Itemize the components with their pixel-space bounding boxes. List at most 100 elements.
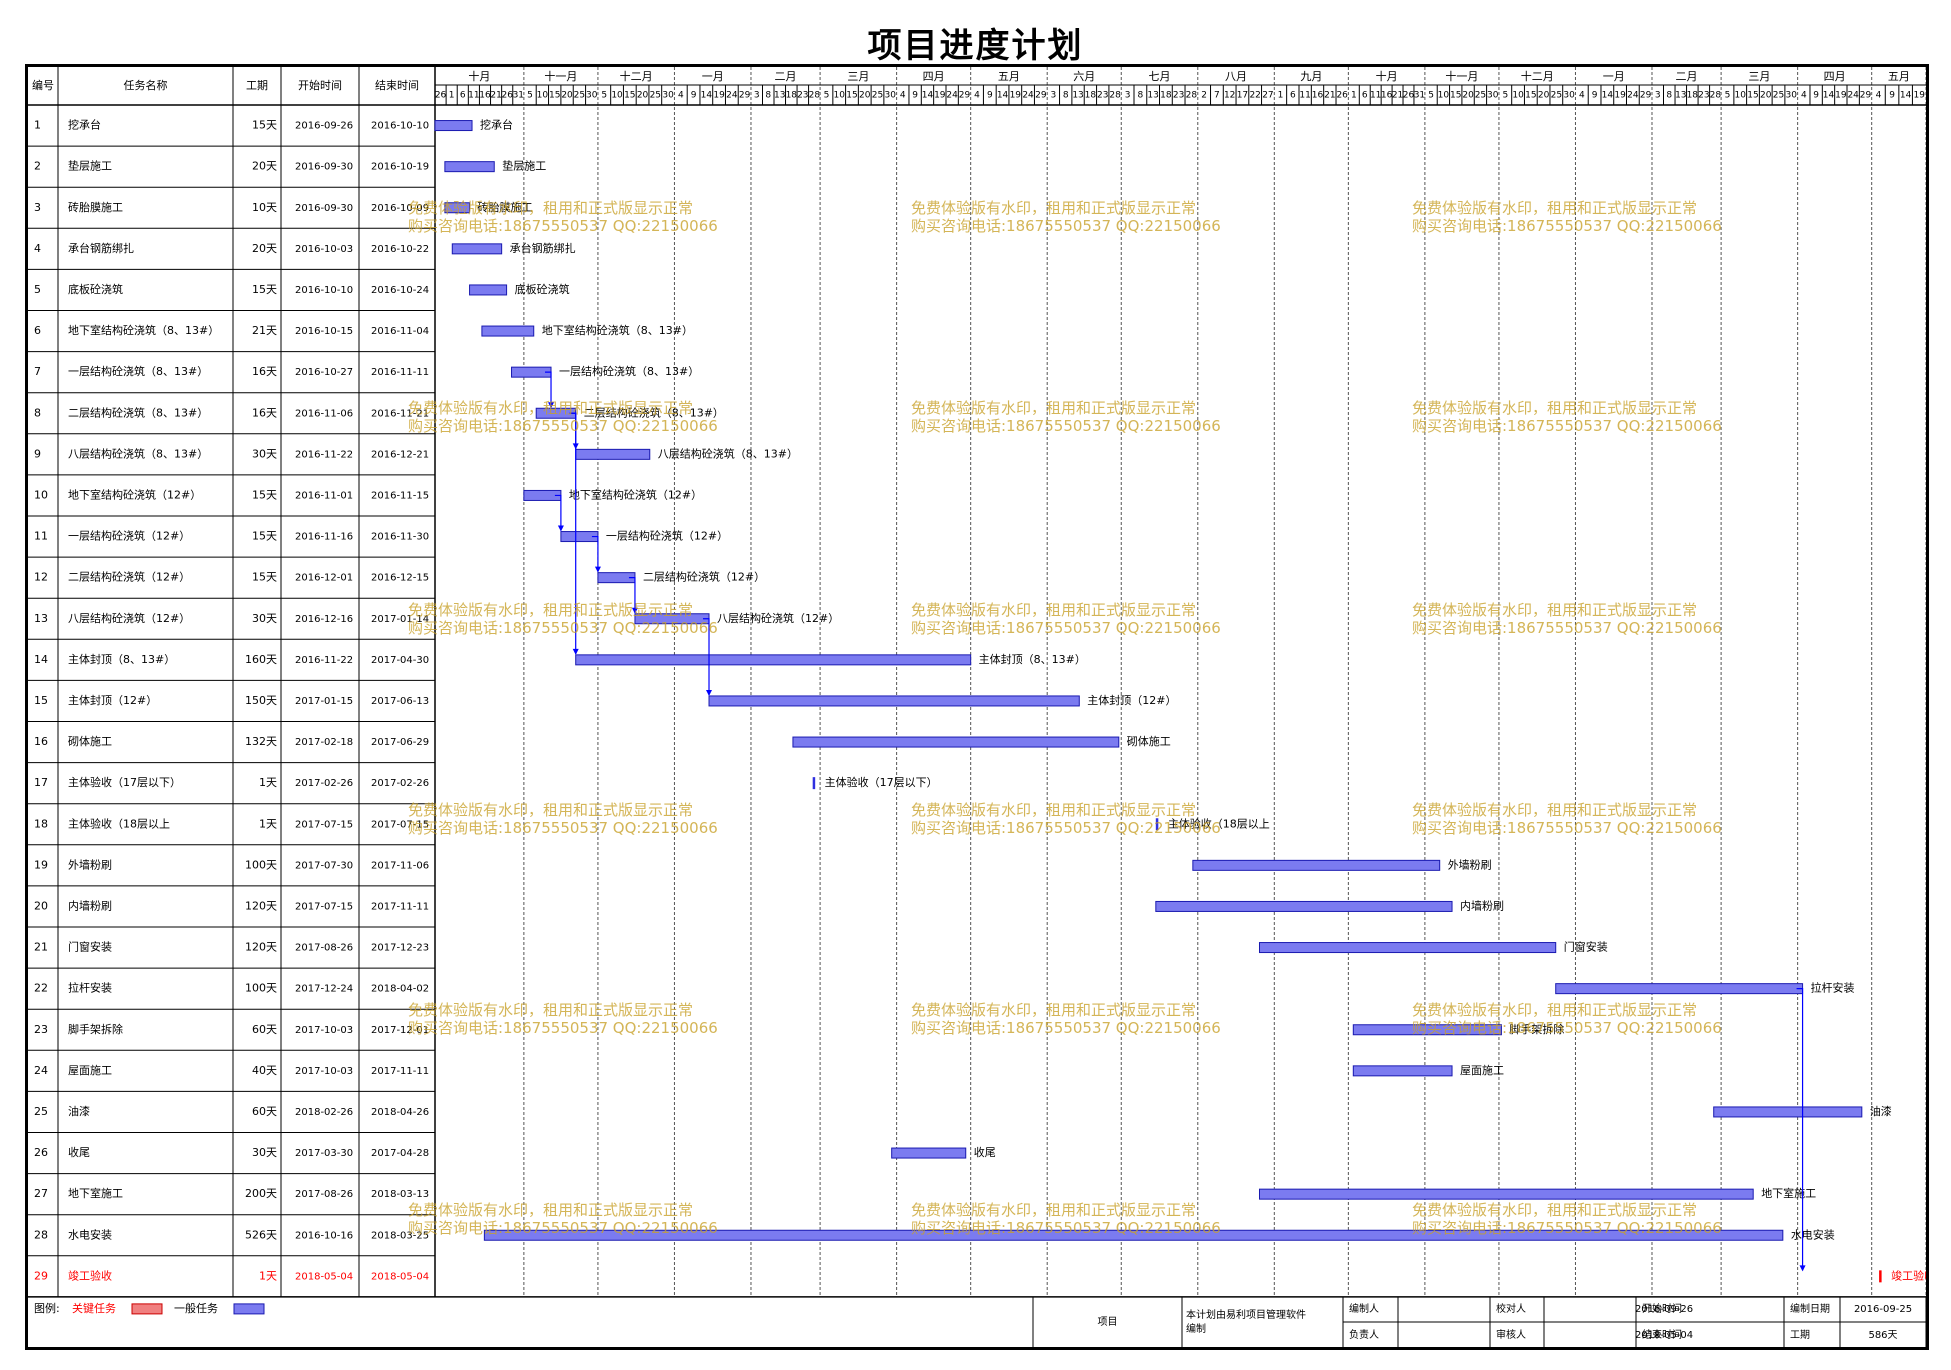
day-label: 14 <box>997 91 1009 101</box>
dependency-arrow <box>572 648 579 655</box>
month-label: 十一月 <box>1445 69 1478 83</box>
row-id: 20 <box>34 899 48 912</box>
milestone-marker <box>1155 818 1159 831</box>
header-end: 结束时间 <box>375 79 419 92</box>
task-bar <box>792 736 1120 748</box>
milestone-marker <box>1879 1270 1882 1283</box>
day-label: 3 <box>1051 91 1057 101</box>
row-start: 2016-12-01 <box>295 573 353 584</box>
row-duration: 15天 <box>252 119 277 132</box>
row-end: 2018-05-04 <box>371 1271 429 1282</box>
row-id: 21 <box>34 941 48 954</box>
day-label: 11 <box>468 91 479 101</box>
footer-checked-by: 校对人 <box>1496 1302 1526 1315</box>
task-bar <box>483 1229 1784 1241</box>
legend-critical-label: 关键任务 <box>72 1301 116 1315</box>
day-label: 14 <box>922 91 934 101</box>
day-label: 31 <box>513 91 524 101</box>
row-end: 2017-11-11 <box>371 901 429 912</box>
row-duration: 60天 <box>252 1105 277 1118</box>
day-label: 3 <box>754 91 760 101</box>
day-label: 25 <box>1773 91 1784 101</box>
row-id: 26 <box>34 1146 48 1159</box>
bar-label: 油漆 <box>1870 1104 1892 1118</box>
day-label: 30 <box>662 91 674 101</box>
row-duration: 40天 <box>252 1064 277 1077</box>
row-task-name: 收尾 <box>68 1145 90 1159</box>
day-label: 11 <box>1370 91 1381 101</box>
task-bar <box>444 161 495 173</box>
day-label: 29 <box>1035 91 1047 101</box>
day-label: 25 <box>574 91 585 101</box>
row-task-name: 外墙粉刷 <box>68 857 112 871</box>
row-start: 2016-09-30 <box>295 203 353 214</box>
footer-duration-value: 586天 <box>1868 1330 1897 1341</box>
row-start: 2017-08-26 <box>295 943 353 954</box>
task-bar <box>708 695 1080 707</box>
day-label: 24 <box>1627 91 1639 101</box>
row-duration: 15天 <box>252 571 277 584</box>
row-end: 2017-02-26 <box>371 778 429 789</box>
row-duration: 16天 <box>252 365 277 378</box>
dependency-link <box>703 618 710 695</box>
row-task-name: 竣工验收 <box>68 1268 112 1282</box>
day-label: 20 <box>561 91 573 101</box>
month-label: 十二月 <box>1521 69 1554 83</box>
row-duration: 100天 <box>245 858 277 871</box>
day-label: 24 <box>1022 91 1034 101</box>
day-label: 25 <box>1551 91 1562 101</box>
row-task-name: 地下室施工 <box>68 1186 123 1200</box>
footer-end-label: 结束时间 <box>1642 1328 1682 1341</box>
row-task-name: 拉杆安装 <box>68 981 112 995</box>
row-start: 2017-07-15 <box>295 819 353 830</box>
day-label: 1 <box>1351 91 1357 101</box>
day-label: 8 <box>765 91 771 101</box>
day-label: 6 <box>460 91 466 101</box>
row-task-name: 八层结构砼浇筑（12#） <box>68 611 190 625</box>
day-label: 15 <box>624 91 635 101</box>
day-label: 15 <box>1525 91 1536 101</box>
row-id: 19 <box>34 858 48 871</box>
month-label: 三月 <box>847 70 869 83</box>
row-duration: 20天 <box>252 242 277 255</box>
bar-label: 一层结构砼浇筑（12#） <box>606 529 728 543</box>
task-bar <box>1258 1188 1754 1200</box>
day-label: 13 <box>1675 91 1686 101</box>
day-label: 1 <box>449 91 455 101</box>
task-bar <box>451 243 503 255</box>
day-label: 18 <box>1687 91 1699 101</box>
month-label: 二月 <box>1676 70 1698 83</box>
day-label: 31 <box>1414 91 1425 101</box>
row-start: 2016-11-06 <box>295 408 353 419</box>
row-end: 2017-04-28 <box>371 1148 429 1159</box>
row-id: 3 <box>34 201 41 214</box>
bar-label: 屋面施工 <box>1460 1064 1504 1077</box>
month-label: 十月 <box>1376 69 1398 83</box>
row-id: 29 <box>34 1269 48 1282</box>
row-duration: 15天 <box>252 283 277 296</box>
row-end: 2016-10-19 <box>371 162 429 173</box>
row-duration: 132天 <box>245 735 277 748</box>
day-label: 20 <box>637 91 649 101</box>
day-label: 16 <box>479 91 491 101</box>
row-end: 2017-06-29 <box>371 737 429 748</box>
row-task-name: 屋面施工 <box>68 1064 112 1077</box>
day-label: 20 <box>859 91 871 101</box>
day-label: 5 <box>527 91 533 101</box>
row-task-name: 一层结构砼浇筑（12#） <box>68 529 190 543</box>
month-label: 七月 <box>1149 70 1171 83</box>
bar-label: 水电安装 <box>1791 1227 1835 1241</box>
task-bar <box>444 202 471 214</box>
day-label: 20 <box>1538 91 1550 101</box>
day-label: 5 <box>601 91 607 101</box>
header-duration: 工期 <box>246 79 268 92</box>
bar-label: 拉杆安装 <box>1811 981 1855 995</box>
row-task-name: 主体验收（17层以下） <box>68 775 181 789</box>
row-end: 2017-11-06 <box>371 860 429 871</box>
day-label: 23 <box>1173 91 1184 101</box>
task-bar <box>1155 900 1453 912</box>
task-bar <box>575 654 972 666</box>
row-id: 10 <box>34 488 48 501</box>
legend-normal-label: 一般任务 <box>174 1302 218 1315</box>
